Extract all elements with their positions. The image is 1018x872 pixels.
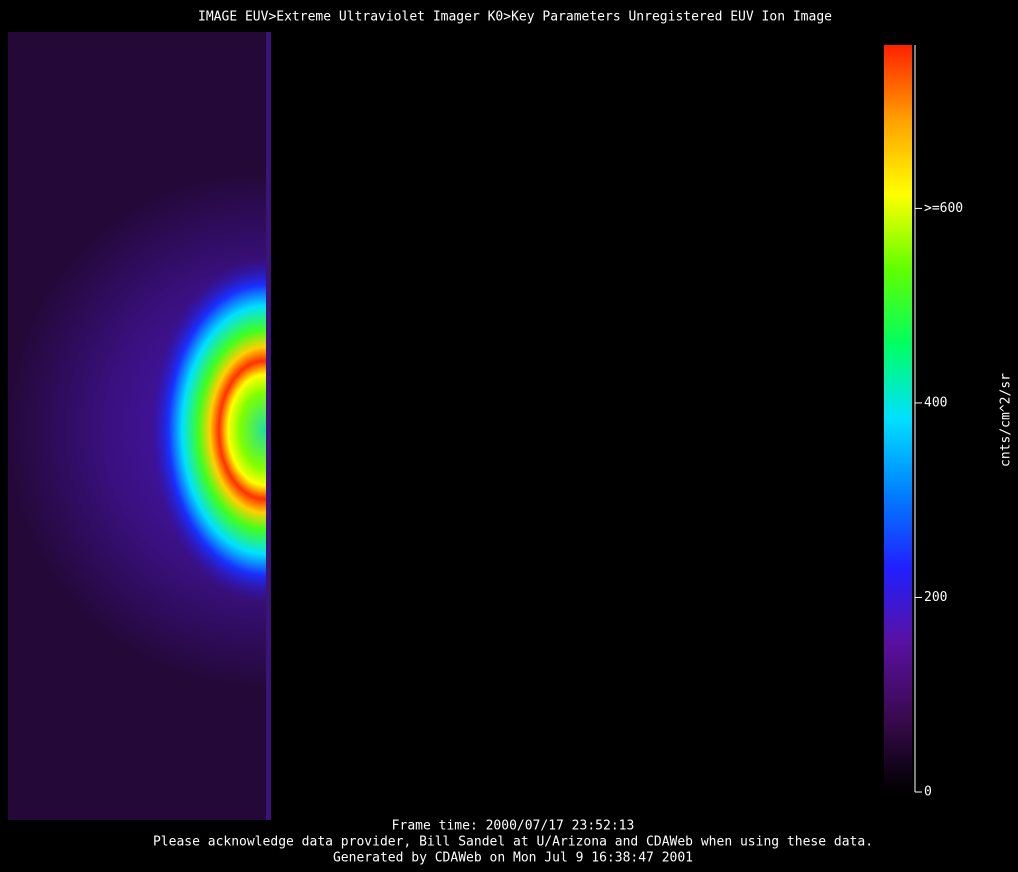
colorbar (884, 45, 912, 792)
y-tick-label: 0 (924, 785, 932, 800)
footer-line: Generated by CDAWeb on Mon Jul 9 16:38:4… (333, 851, 693, 866)
chart-title: IMAGE EUV>Extreme Ultraviolet Imager K0>… (198, 10, 832, 25)
image-edge (266, 32, 271, 820)
colorbar-label: cnts/cm^2/sr (999, 373, 1014, 467)
y-tick-label: >=600 (924, 201, 963, 216)
y-tick-label: 200 (924, 590, 947, 605)
footer-line: Please acknowledge data provider, Bill S… (153, 835, 873, 850)
image (8, 32, 271, 820)
emission-ring (150, 258, 266, 602)
footer-line: Frame time: 2000/07/17 23:52:13 (392, 819, 635, 834)
y-tick-label: 400 (924, 395, 947, 410)
